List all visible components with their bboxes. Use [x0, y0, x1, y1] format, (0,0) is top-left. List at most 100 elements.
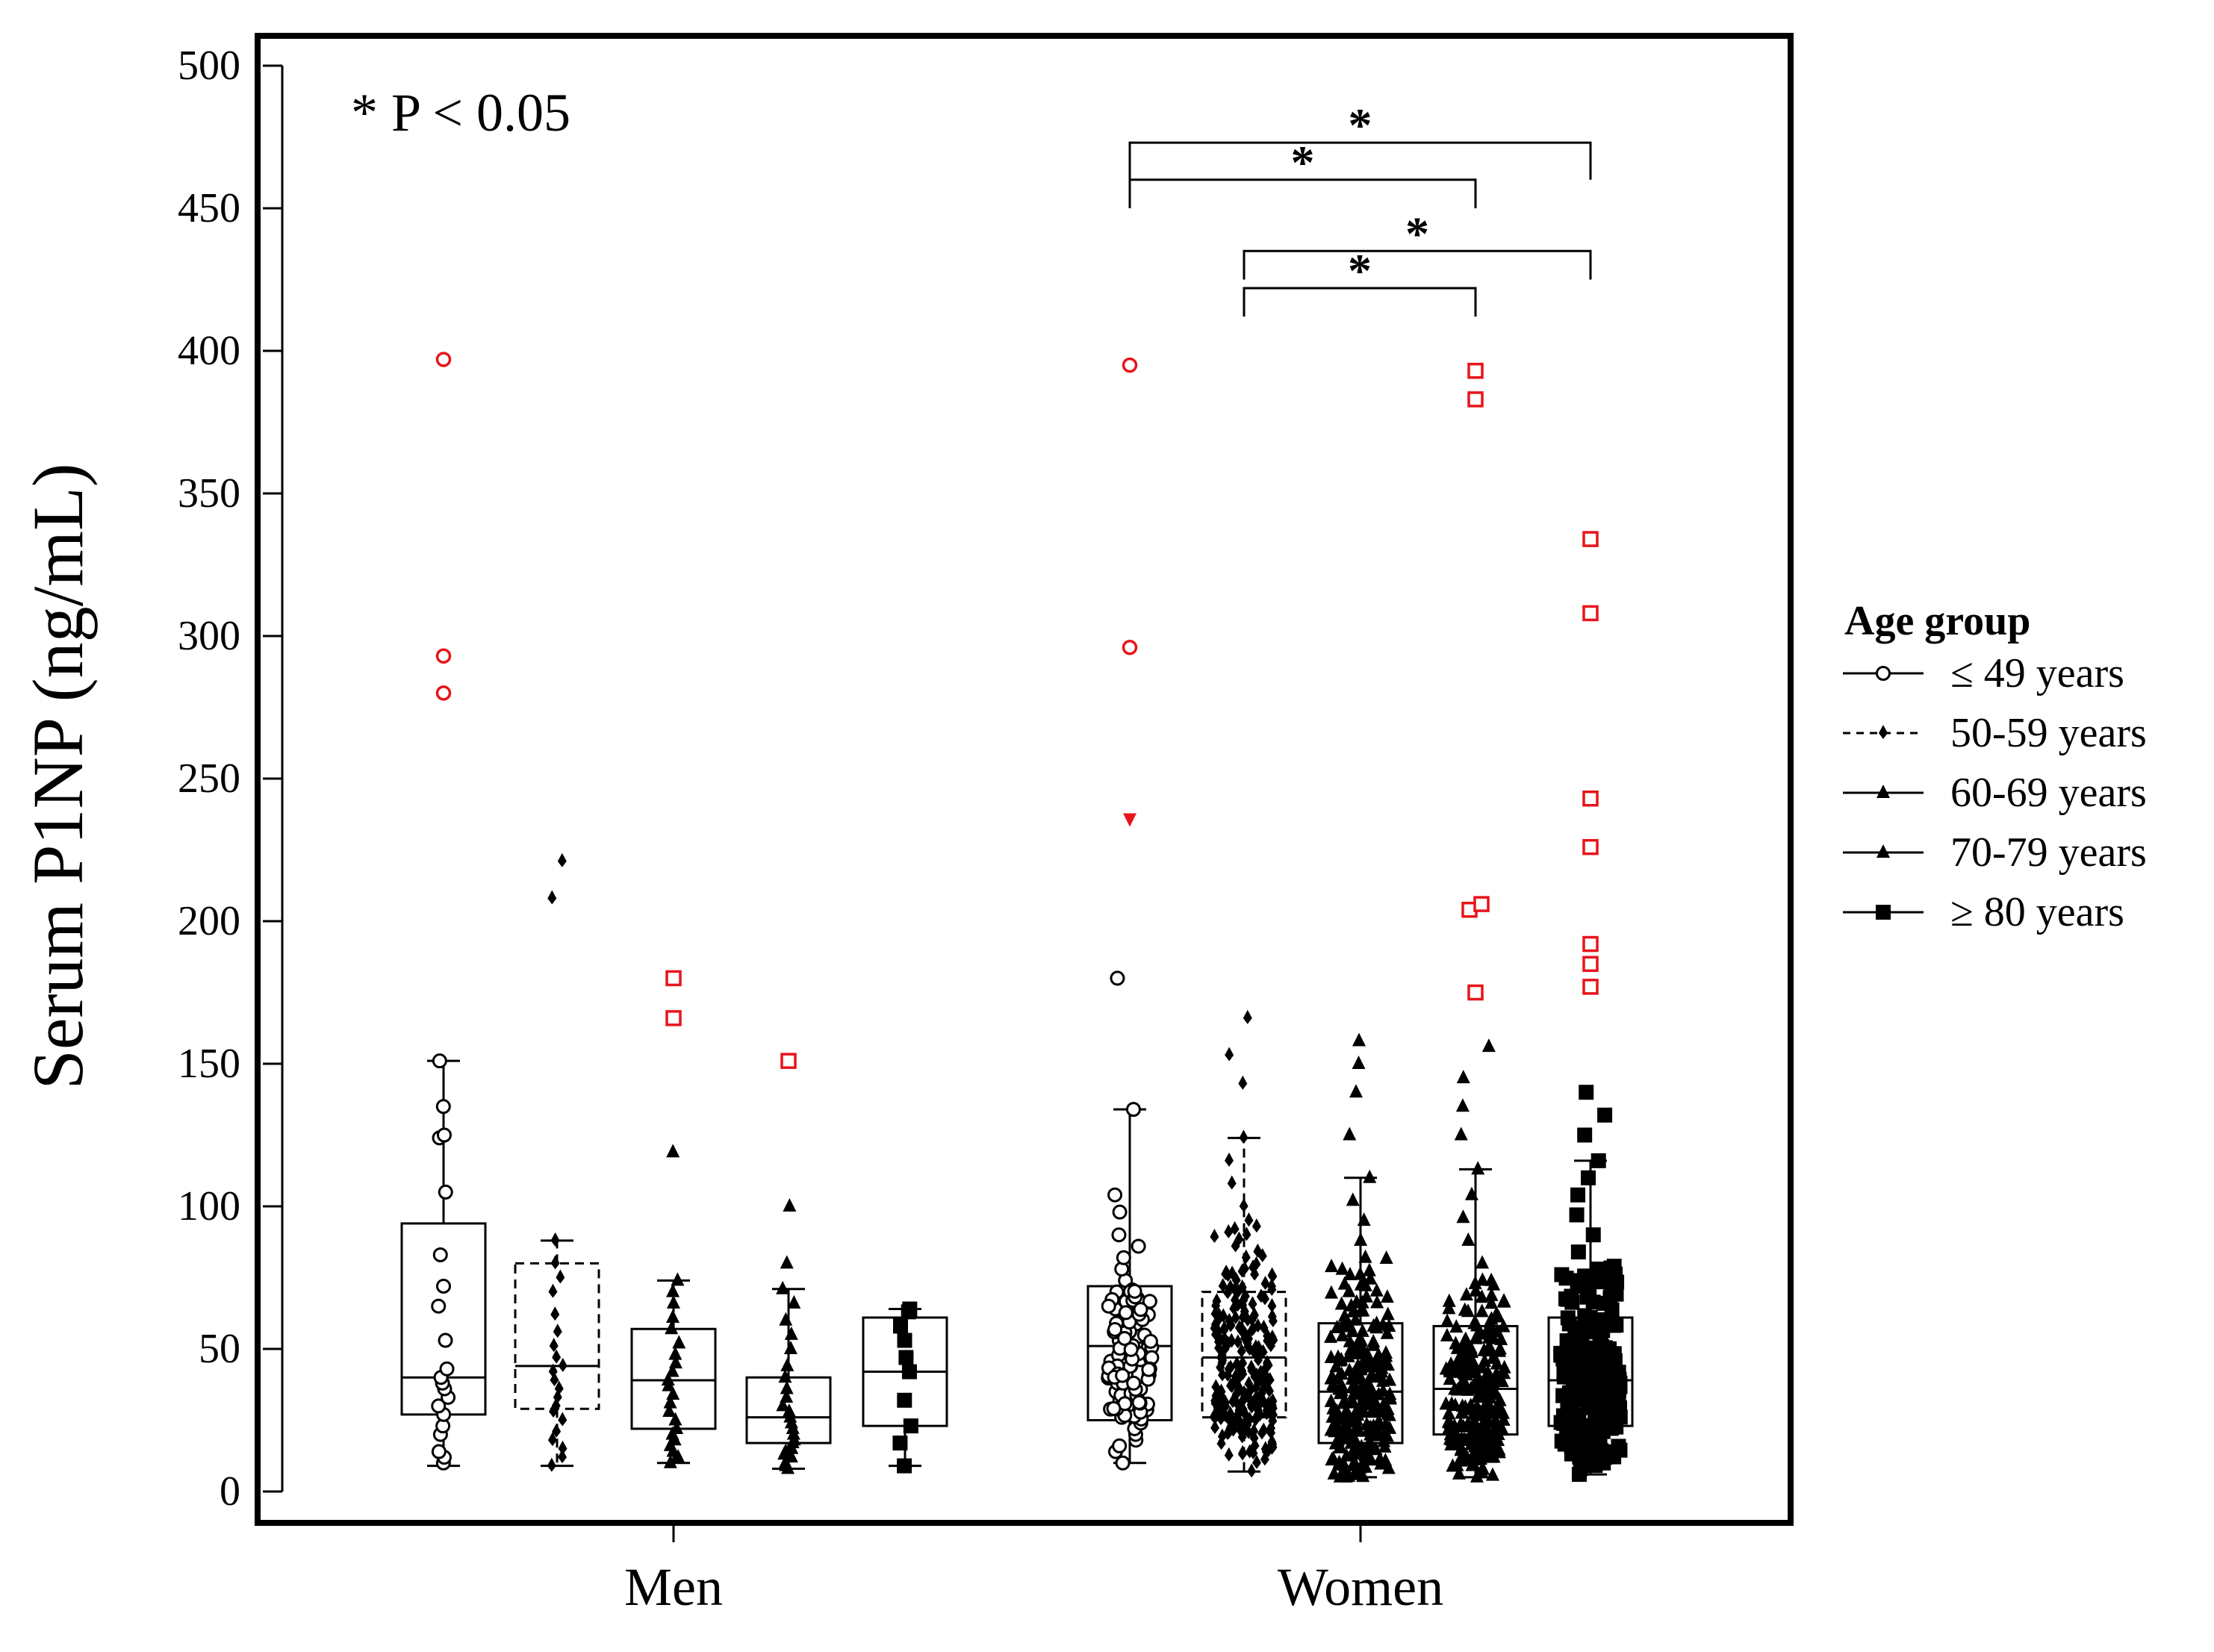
- data-point: [1334, 1296, 1349, 1310]
- outlier-point: [1582, 979, 1599, 995]
- data-point: [1440, 1313, 1455, 1327]
- data-point: [1233, 1297, 1243, 1312]
- data-point: [783, 1341, 797, 1354]
- data-point: [1476, 1461, 1490, 1475]
- significance-star: *: [1348, 244, 1372, 297]
- data-point: [1442, 1300, 1456, 1315]
- significance-star: *: [1405, 207, 1429, 260]
- data-point: [1334, 1384, 1348, 1398]
- data-point: [902, 1301, 918, 1317]
- data-point: [1238, 1401, 1248, 1416]
- data-point: [1485, 1449, 1499, 1463]
- data-point: [552, 1349, 562, 1364]
- data-point: [665, 1321, 679, 1335]
- data-point: [1564, 1344, 1580, 1359]
- data-point: [1101, 1298, 1116, 1314]
- data-point: [1476, 1255, 1490, 1269]
- data-point: [1352, 1466, 1366, 1480]
- data-point: [1570, 1187, 1586, 1203]
- data-point: [893, 1318, 909, 1334]
- outlier-point: [1582, 790, 1599, 807]
- data-point: [1249, 1309, 1258, 1324]
- data-point: [431, 1298, 447, 1314]
- data-point: [1243, 1330, 1252, 1344]
- data-point: [1450, 1340, 1464, 1354]
- y-tick-label: 350: [178, 470, 240, 517]
- data-point: [1231, 1292, 1240, 1307]
- data-point: [1343, 1318, 1358, 1332]
- data-point: [1369, 1282, 1384, 1297]
- data-point: [1328, 1415, 1343, 1429]
- data-point: [1325, 1259, 1339, 1273]
- data-point: [1253, 1243, 1263, 1258]
- data-point: [1244, 1212, 1254, 1227]
- data-point: [1488, 1412, 1502, 1427]
- data-point: [1579, 1289, 1595, 1305]
- data-point: [1362, 1449, 1376, 1463]
- data-point: [1337, 1408, 1352, 1422]
- data-point: [782, 1403, 796, 1418]
- data-point: [1221, 1398, 1231, 1413]
- data-point: [1231, 1238, 1240, 1253]
- data-point: [1350, 1418, 1364, 1433]
- data-point: [1473, 1406, 1487, 1421]
- data-point: [1492, 1399, 1506, 1413]
- data-point: [1262, 1402, 1272, 1417]
- data-point: [1443, 1364, 1457, 1378]
- y-tick-label: 450: [178, 185, 240, 231]
- data-point: [1245, 1444, 1254, 1459]
- data-point: [1224, 1447, 1234, 1462]
- y-tick-label: 200: [178, 898, 240, 944]
- data-point: [1496, 1412, 1511, 1426]
- p-value-note: * P < 0.05: [351, 83, 570, 143]
- data-point: [1117, 1330, 1133, 1346]
- data-point: [1577, 1268, 1593, 1284]
- data-point: [1210, 1229, 1219, 1244]
- data-point: [1221, 1266, 1231, 1281]
- data-point: [1267, 1297, 1277, 1312]
- data-point: [779, 1312, 793, 1326]
- data-point: [1440, 1327, 1454, 1341]
- data-point: [666, 1294, 680, 1309]
- data-point: [1455, 1418, 1469, 1432]
- legend-label: 50-59 years: [1950, 710, 2147, 756]
- data-point: [1249, 1321, 1258, 1335]
- data-point: [1481, 1038, 1496, 1053]
- legend-marker: [1876, 785, 1890, 798]
- data-point: [1240, 1303, 1249, 1318]
- data-point: [1473, 1326, 1487, 1340]
- data-point: [1260, 1451, 1269, 1466]
- data-point: [1337, 1308, 1352, 1322]
- data-point: [776, 1280, 790, 1294]
- data-point: [1349, 1294, 1363, 1308]
- data-point: [1118, 1305, 1134, 1321]
- data-point: [1605, 1352, 1621, 1368]
- data-point: [898, 1350, 914, 1365]
- data-point: [780, 1255, 794, 1269]
- data-point: [1252, 1347, 1262, 1362]
- data-point: [1106, 1400, 1122, 1416]
- data-point: [1244, 1424, 1254, 1439]
- data-point: [548, 1363, 558, 1378]
- data-point: [1142, 1333, 1158, 1349]
- data-point: [1251, 1380, 1260, 1394]
- data-point: [1467, 1413, 1481, 1427]
- data-point: [438, 1332, 453, 1348]
- data-point: [1249, 1430, 1259, 1444]
- data-point: [1245, 1341, 1254, 1356]
- data-point: [1353, 1341, 1367, 1355]
- data-point: [1442, 1293, 1456, 1307]
- data-point: [784, 1326, 798, 1340]
- data-point: [1569, 1207, 1585, 1223]
- data-point: [1267, 1267, 1277, 1282]
- data-point: [1445, 1396, 1459, 1410]
- outliers-layer: [435, 352, 1599, 1069]
- data-point: [1239, 1198, 1249, 1212]
- data-point: [1231, 1272, 1241, 1287]
- legend-marker: [1876, 905, 1891, 920]
- data-point: [1331, 1371, 1345, 1385]
- data-point: [1237, 1343, 1246, 1358]
- data-point: [435, 1099, 451, 1115]
- data-point: [1359, 1288, 1373, 1303]
- data-point: [1605, 1391, 1621, 1406]
